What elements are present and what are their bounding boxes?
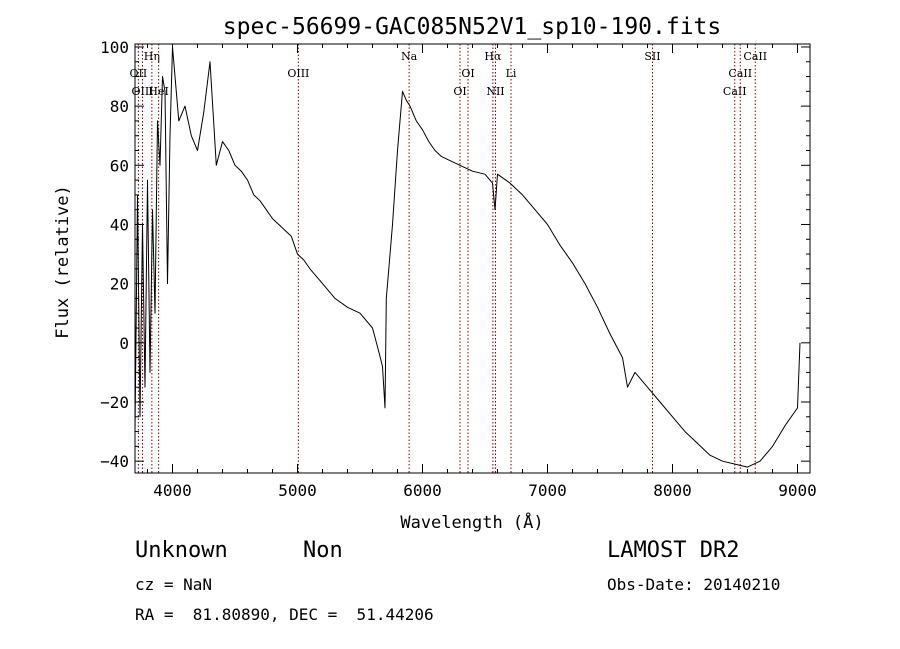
- plot-frame: [134, 43, 811, 474]
- y-tick-label: −40: [100, 452, 129, 471]
- x-tick-label: 5000: [278, 481, 317, 500]
- y-tick-label: 0: [119, 334, 129, 353]
- y-tick-label: 20: [110, 275, 129, 294]
- line-marker-label: Hη: [144, 50, 160, 63]
- line-marker-label: OIII: [287, 67, 309, 80]
- line-marker-label: CaII: [743, 50, 767, 63]
- line-marker-label: NII: [486, 85, 504, 98]
- x-tick-label: 6000: [403, 481, 442, 500]
- line-marker-label: Li: [506, 67, 517, 80]
- obs-date: Obs-Date: 20140210: [607, 575, 781, 594]
- x-tick-label: 7000: [528, 481, 567, 500]
- survey-name: LAMOST DR2: [607, 538, 740, 563]
- line-marker-label: HeI: [148, 85, 168, 98]
- y-axis-label: Flux (relative): [53, 185, 73, 339]
- series-group: [135, 46, 801, 468]
- x-axis-label: Wavelength (Å): [400, 511, 543, 533]
- line-marker-label: Hα: [484, 50, 502, 63]
- line-marker-label: OI: [453, 85, 466, 98]
- line-marker-label: Na: [401, 50, 418, 63]
- class-name: Unknown: [135, 538, 228, 563]
- x-tick-label: 9000: [778, 481, 817, 500]
- y-tick-label: 40: [110, 215, 129, 234]
- line-marker-label: CaII: [728, 67, 752, 80]
- x-tick-label: 8000: [653, 481, 692, 500]
- axes: 4000 5000 6000 7000 8000 9000 −40 −20 0 20 40 60 80 1…: [100, 38, 817, 500]
- x-tick-label: 4000: [153, 481, 192, 500]
- line-markers: OIIOIIIHηHeIOIIINaOIOIHαNIILiSIICaIICaII…: [130, 44, 767, 473]
- line-marker-label: OIII: [131, 85, 153, 98]
- line-marker-label: CaII: [723, 85, 747, 98]
- line-marker-label: OI: [461, 67, 474, 80]
- chart-title: spec-56699-GAC085N52V1_sp10-190.fits: [223, 14, 722, 40]
- coordinates: RA = 81.80890, DEC = 51.44206: [135, 605, 434, 624]
- y-tick-label: 80: [110, 97, 129, 116]
- y-tick-label: −20: [100, 393, 129, 412]
- redshift-cz: cz = NaN: [135, 575, 213, 594]
- y-tick-label: 100: [100, 38, 129, 57]
- line-marker-label: SII: [644, 50, 660, 63]
- subclass: Non: [303, 538, 343, 563]
- spectrum-line: [135, 46, 801, 468]
- line-marker-label: OII: [130, 67, 148, 80]
- y-tick-label: 60: [110, 156, 129, 175]
